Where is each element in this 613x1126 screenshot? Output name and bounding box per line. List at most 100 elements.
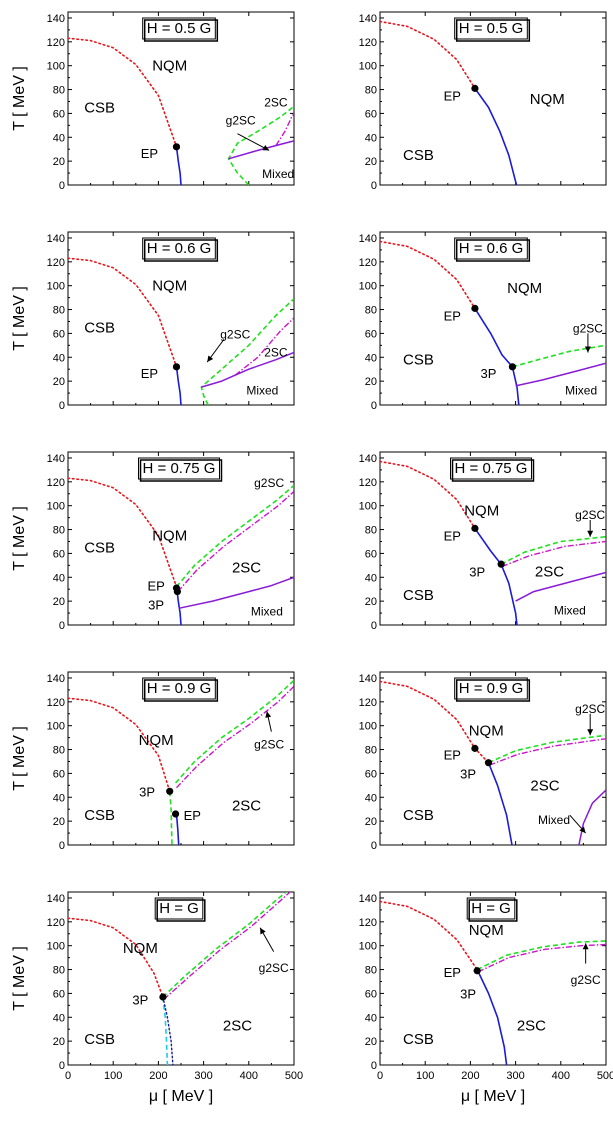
phase-panel: 0 20 40 60 80 100 120 140 NQM CSB 2SC g2SC Mixed EP 3P… <box>359 671 607 852</box>
phase-boundary-line <box>512 344 606 368</box>
phase-panel: 0 20 40 60 80 100 120 140 T [ MeV ] NQM CSB g2SC 2SC… <box>11 231 295 412</box>
y-tick-label: 60 <box>53 768 65 780</box>
critical-point-marker <box>173 587 181 596</box>
phase-boundary-line <box>380 240 476 310</box>
panel-label-shadow <box>139 459 223 482</box>
phase-boundary-line <box>489 738 606 766</box>
arrow-head <box>207 355 214 363</box>
phase-region-label: CSB <box>403 147 434 164</box>
phase-boundary-line <box>501 540 606 568</box>
phase-boundary-line <box>68 477 178 588</box>
x-tick-label: 500 <box>597 1070 613 1082</box>
panel-label-box <box>466 897 516 920</box>
phase-region-label: 3P <box>148 598 164 613</box>
phase-region-label: EP <box>444 309 461 324</box>
y-tick-label: 60 <box>365 988 377 1000</box>
arrow-head <box>587 530 594 537</box>
phase-region-label: 3P <box>460 986 476 1001</box>
y-tick-label: 80 <box>365 525 377 537</box>
phase-boundary-line <box>476 969 508 1065</box>
phase-boundary-line <box>234 317 294 376</box>
phase-region-label: NQM <box>469 922 504 939</box>
y-tick-label: 40 <box>365 1012 377 1024</box>
y-tick-label: 100 <box>359 941 377 953</box>
phase-boundary-line <box>175 685 294 789</box>
panel-label-box <box>138 457 220 480</box>
phase-panel: 0 20 40 60 80 100 120 140 NQM CSB EP H = 0.5 G <box>359 11 607 192</box>
phase-region-label: CSB <box>84 539 115 556</box>
critical-point-marker <box>166 787 174 795</box>
phase-region-label: CSB <box>84 319 115 336</box>
y-tick-label: 100 <box>47 721 65 733</box>
y-tick-label: 120 <box>47 37 65 49</box>
phase-region-label: EP <box>141 146 158 161</box>
phase-region-label: CSB <box>84 99 115 116</box>
arrow-head <box>265 711 272 718</box>
critical-point-marker <box>473 967 481 975</box>
phase-panel: 0 20 40 60 80 100 120 140 T [ MeV ] NQM CSB 2SC g2SC… <box>11 11 295 192</box>
y-tick-label: 40 <box>365 792 377 804</box>
y-tick-label: 140 <box>359 673 377 685</box>
phase-boundary-line <box>162 996 174 1065</box>
y-tick-label: 120 <box>47 917 65 929</box>
y-tick-label: 120 <box>47 477 65 489</box>
series-group <box>380 20 518 185</box>
phase-region-label: 2SC <box>535 563 564 580</box>
phase-panel: 0 20 40 60 80 100 120 140 T [ MeV ] NQM CSB g2SC 2SC… <box>11 451 295 632</box>
y-tick-label: 80 <box>53 525 65 537</box>
y-tick-label: 60 <box>53 988 65 1000</box>
phase-region-label: 3P <box>132 992 148 1007</box>
phase-region-label: Mixed <box>251 605 283 619</box>
x-tick-label: 500 <box>285 1070 303 1082</box>
y-tick-label: 40 <box>53 1012 65 1024</box>
y-tick-label: 20 <box>53 1036 65 1048</box>
y-tick-label: 0 <box>59 400 65 412</box>
y-tick-label: 120 <box>359 917 377 929</box>
phase-region-label: NQM <box>152 278 187 295</box>
y-axis-title: T [ MeV ] <box>11 286 28 351</box>
y-tick-label: 40 <box>365 132 377 144</box>
y-tick-label: 100 <box>47 281 65 293</box>
x-tick-label: 300 <box>506 1070 524 1082</box>
phase-region-label: EP <box>444 747 461 762</box>
arrow-head <box>260 927 266 935</box>
y-tick-label: 100 <box>47 501 65 513</box>
y-tick-label: 80 <box>53 745 65 757</box>
phase-region-label: 2SC <box>232 798 261 815</box>
panel-field-label: H = 0.75 G <box>143 460 216 477</box>
y-tick-label: 0 <box>59 1060 65 1072</box>
phase-boundary-line <box>474 307 520 405</box>
panel-label-box <box>154 897 204 920</box>
y-tick-label: 100 <box>47 941 65 953</box>
phase-region-label: EP <box>444 89 461 104</box>
phase-region-label: EP <box>147 579 164 594</box>
y-tick-label: 40 <box>53 792 65 804</box>
y-axis-title: T [ MeV ] <box>11 726 28 791</box>
y-tick-label: 100 <box>359 281 377 293</box>
series-group <box>380 240 606 405</box>
phase-boundary-line <box>68 37 178 148</box>
phase-region-label: 3P <box>139 784 155 799</box>
phase-boundary-line <box>515 571 606 602</box>
phase-region-label: Mixed <box>246 383 278 397</box>
x-tick-label: 300 <box>194 1070 212 1082</box>
y-tick-label: 120 <box>359 37 377 49</box>
panel-label-shadow <box>451 459 535 482</box>
phase-region-label: Mixed <box>554 603 586 617</box>
phase-boundary-line <box>162 892 288 998</box>
phase-boundary-line <box>163 892 292 1000</box>
y-tick-label: 80 <box>53 85 65 97</box>
phase-region-label: 3P <box>469 564 485 579</box>
phase-region-label: CSB <box>403 1031 434 1048</box>
panel-label-shadow <box>143 19 219 42</box>
y-tick-label: 20 <box>53 596 65 608</box>
panel-label-box <box>454 17 528 40</box>
phase-boundary-line <box>476 940 606 971</box>
phase-region-label: g2SC <box>259 961 289 975</box>
series-group <box>68 679 294 845</box>
y-tick-label: 120 <box>47 257 65 269</box>
phase-region-label: g2SC <box>220 327 250 341</box>
phase-region-label: 2SC <box>232 560 261 577</box>
panel-label-box <box>454 677 528 700</box>
